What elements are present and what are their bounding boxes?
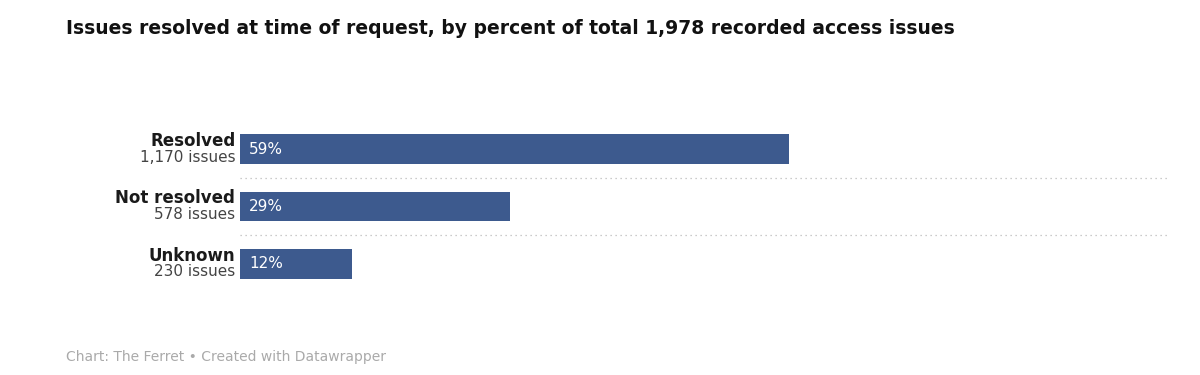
Text: Resolved: Resolved xyxy=(150,132,235,150)
Text: Not resolved: Not resolved xyxy=(115,189,235,207)
Bar xyxy=(240,192,510,221)
Bar xyxy=(240,134,788,164)
Text: Chart: The Ferret • Created with Datawrapper: Chart: The Ferret • Created with Datawra… xyxy=(66,350,386,364)
Text: 578 issues: 578 issues xyxy=(155,207,235,222)
Bar xyxy=(240,249,352,279)
Text: Issues resolved at time of request, by percent of total 1,978 recorded access is: Issues resolved at time of request, by p… xyxy=(66,19,955,38)
Text: 29%: 29% xyxy=(250,199,283,214)
Text: 59%: 59% xyxy=(250,142,283,157)
Text: Unknown: Unknown xyxy=(149,247,235,265)
Text: 12%: 12% xyxy=(250,256,283,272)
Text: 230 issues: 230 issues xyxy=(154,264,235,279)
Text: 1,170 issues: 1,170 issues xyxy=(139,150,235,165)
